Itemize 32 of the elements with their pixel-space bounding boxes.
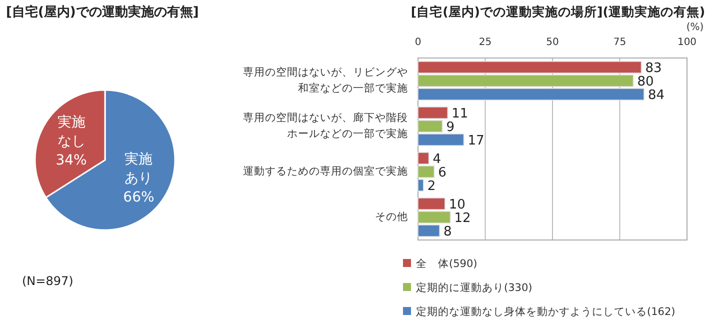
text: (N=897) (22, 274, 74, 288)
x-axis-title: (%) (686, 22, 704, 33)
chart-title: [自宅(屋内)での運動実施の場所](運動実施の有無) (410, 4, 706, 19)
data-label: 10 (448, 197, 466, 212)
data-label: 6 (438, 165, 446, 180)
slice-label: 実施あり (124, 151, 153, 186)
legend-label: 定期的に運動あり(330) (416, 280, 532, 294)
data-label: 8 (444, 224, 452, 240)
data-label: 80 (637, 74, 654, 90)
x-tick-label: 100 (677, 37, 697, 48)
data-label: 11 (452, 106, 468, 122)
x-tick-label: 0 (414, 37, 422, 48)
legend-label: 定期的な運動なし身体を動かすようにしている(162) (416, 304, 676, 318)
x-tick-label: 75 (613, 37, 626, 48)
data-label: 83 (645, 60, 662, 76)
y-tick-label: 専用の空間はないが、廊下や階段ホールなどの一部で実施 (243, 111, 408, 140)
data-label: 17 (468, 133, 484, 148)
data-label: 9 (446, 120, 454, 135)
data-label: 34% (56, 152, 87, 168)
data-label: 12 (454, 210, 471, 226)
x-tick-label: 25 (478, 37, 492, 48)
x-tick-label: 50 (546, 37, 559, 48)
data-label: 4 (432, 152, 442, 167)
legend-label: 全 体(590) (416, 258, 478, 270)
slice-label: 実施なし (57, 114, 86, 150)
y-tick-label: その他 (375, 211, 408, 224)
y-tick-label: 専用の空間はないが、リビングや和室などの一部で実施 (243, 66, 408, 95)
data-label: 84 (648, 88, 665, 103)
data-label: 66% (123, 189, 154, 206)
chart-title: [自宅(屋内)での運動実施の有無] (6, 4, 199, 20)
data-label: 2 (427, 178, 436, 194)
y-tick-label: 運動するための専用の個室で実施 (243, 164, 408, 178)
